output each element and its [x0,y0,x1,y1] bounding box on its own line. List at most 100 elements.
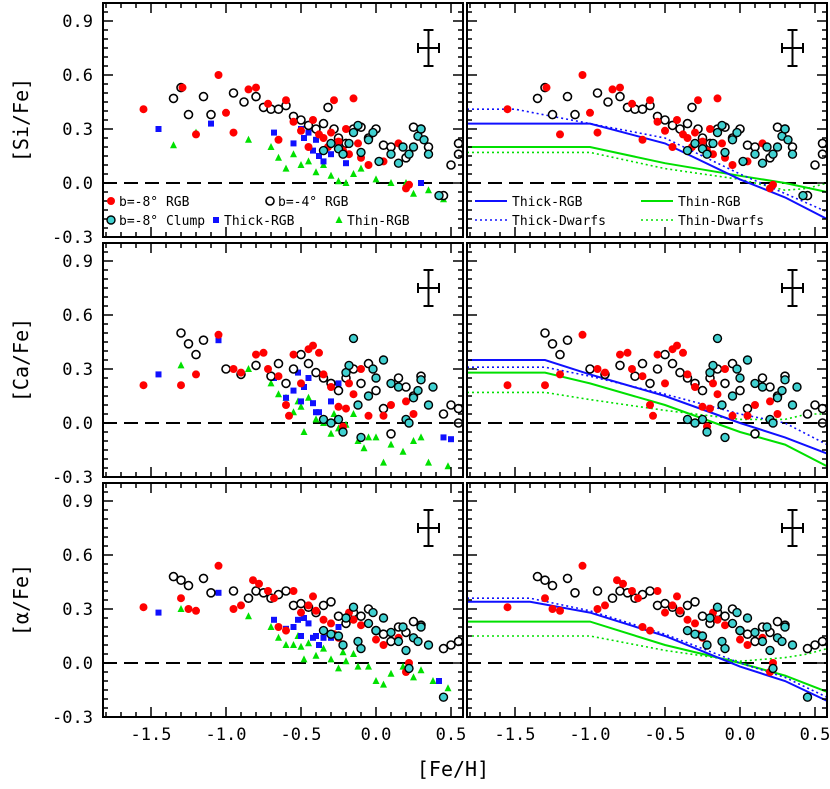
rgb-b-8-point [638,623,647,631]
rgb-b-8-point [728,411,737,420]
rgb-b-4-point [637,358,648,369]
rgb-b-4-point [570,109,580,120]
x-tick-label: -1.5 [495,725,536,745]
legend-entry-Thick-RGB: Thick-RGB [213,214,295,229]
thick-rgb-point [155,371,162,378]
x-tick-label: 0.0 [361,725,392,745]
rgb-b-8-point [327,128,335,137]
rgb-b-4-point [547,109,558,120]
thick-rgb-point [316,409,322,416]
clump-b-8-point [374,156,384,167]
rgb-b-4-point [682,118,693,129]
rgb-b-8-point [379,411,388,420]
axis-text: -0.3 0.0 0.3 0.6 0.9 [Si/Fe] -0.3 0.0 0.3 0.6 0.9 [… [9,12,830,745]
clump-b-8-point [792,382,802,392]
rgb-b-8-point [593,605,602,613]
rgb-b-4-point [453,636,463,647]
rgb-b-8-point [237,368,245,377]
rgb-b-8-point [327,383,335,391]
y-tick-label: 0.6 [62,546,93,566]
thick-rgb-point [335,380,342,387]
rgb-b-4-point [660,349,670,360]
rgb-b-8-point [646,96,654,105]
rgb-b-4-point [675,367,685,378]
rgb-b-8-point [334,402,343,411]
clump-b-8-point [371,373,381,383]
rgb-b-8-point [252,350,260,359]
rgb-b-8-point [372,635,380,644]
clump-b-8-point [404,663,414,674]
panel-row1-col2 [466,2,828,238]
data-points [139,71,463,203]
legend-marker-rgb_m8 [107,197,115,205]
clump-b-8-point [742,355,753,365]
rgb-b-4-point [652,364,663,374]
rgb-b-4-point [562,91,573,102]
rgb-b-8-point [769,180,777,189]
thick-rgb-point [295,616,301,623]
rgb-b-4-point [592,586,603,596]
thin-rgb-point [320,644,327,652]
rgb-b-4-point [323,102,333,113]
rgb-b-4-point [198,573,209,584]
rgb-b-8-point [773,410,782,418]
rgb-b-8-point [405,180,413,189]
legend-model-lines: Thick-RGB Thin-RGB Thick-Dwarfs Thin-Dwarfs [475,195,764,229]
clump-b-8-point [780,622,790,632]
rgb-b-4-point [176,328,186,338]
rgb-b-4-point [667,358,678,369]
thin-rgb-point [305,639,312,647]
rgb-b-8-point [743,641,752,649]
model-thick-rgb-line [467,122,827,220]
rgb-b-8-point [139,381,148,390]
thick-rgb-point [310,147,316,154]
rgb-b-4-point [802,409,813,419]
rgb-b-4-point [697,611,708,622]
rgb-b-8-point [177,594,185,603]
rgb-b-8-point [698,402,707,411]
clump-b-8-point [408,393,419,403]
rgb-b-4-point [446,400,456,410]
clump-b-8-point [732,127,742,138]
clump-b-8-point [434,190,444,201]
panel-row1-col1 [102,2,464,238]
rgb-b-4-point [547,580,558,591]
clump-b-8-point [712,333,723,344]
legend-data-points: b=-8° RGB b=-4° RGB b=-8° Clump Thick-RGB Th… [106,195,410,229]
rgb-b-8-point [673,341,681,350]
rgb-b-8-point [706,404,714,413]
rgb-b-8-point [691,619,699,628]
thick-rgb-point [418,180,424,186]
rgb-b-4-point [239,97,249,107]
clump-b-8-point [705,613,715,623]
rgb-b-4-point [438,409,449,419]
rgb-b-8-point [646,626,654,635]
rgb-b-4-point [757,373,768,383]
thin-rgb-point [275,633,282,641]
rgb-b-8-point [706,125,714,133]
clump-b-8-point [787,400,798,410]
rgb-b-4-point [555,349,565,360]
thick-rgb-point [343,160,349,167]
thick-rgb-point [328,151,334,158]
rgb-b-8-point [304,601,313,610]
rgb-b-8-point [694,96,702,105]
rgb-b-8-point [679,348,687,357]
thin-rgb-point [417,666,425,674]
rgb-b-8-point [709,379,717,388]
thin-rgb-point [425,186,432,194]
clump-b-8-point [428,382,438,392]
thick-rgb-point [301,384,307,390]
thin-rgb-point [327,171,335,179]
rgb-b-8-point [676,606,684,615]
clump-b-8-point [802,692,813,702]
clump-b-8-point [318,625,329,636]
rgb-b-8-point [713,615,722,624]
thin-rgb-point [342,657,350,665]
thick-rgb-point [310,400,316,407]
thin-rgb-point [312,415,320,423]
rgb-b-8-point [721,365,729,373]
clump-b-8-point [727,391,738,401]
clump-b-8-point [353,400,363,410]
thin-rgb-point [372,433,380,441]
